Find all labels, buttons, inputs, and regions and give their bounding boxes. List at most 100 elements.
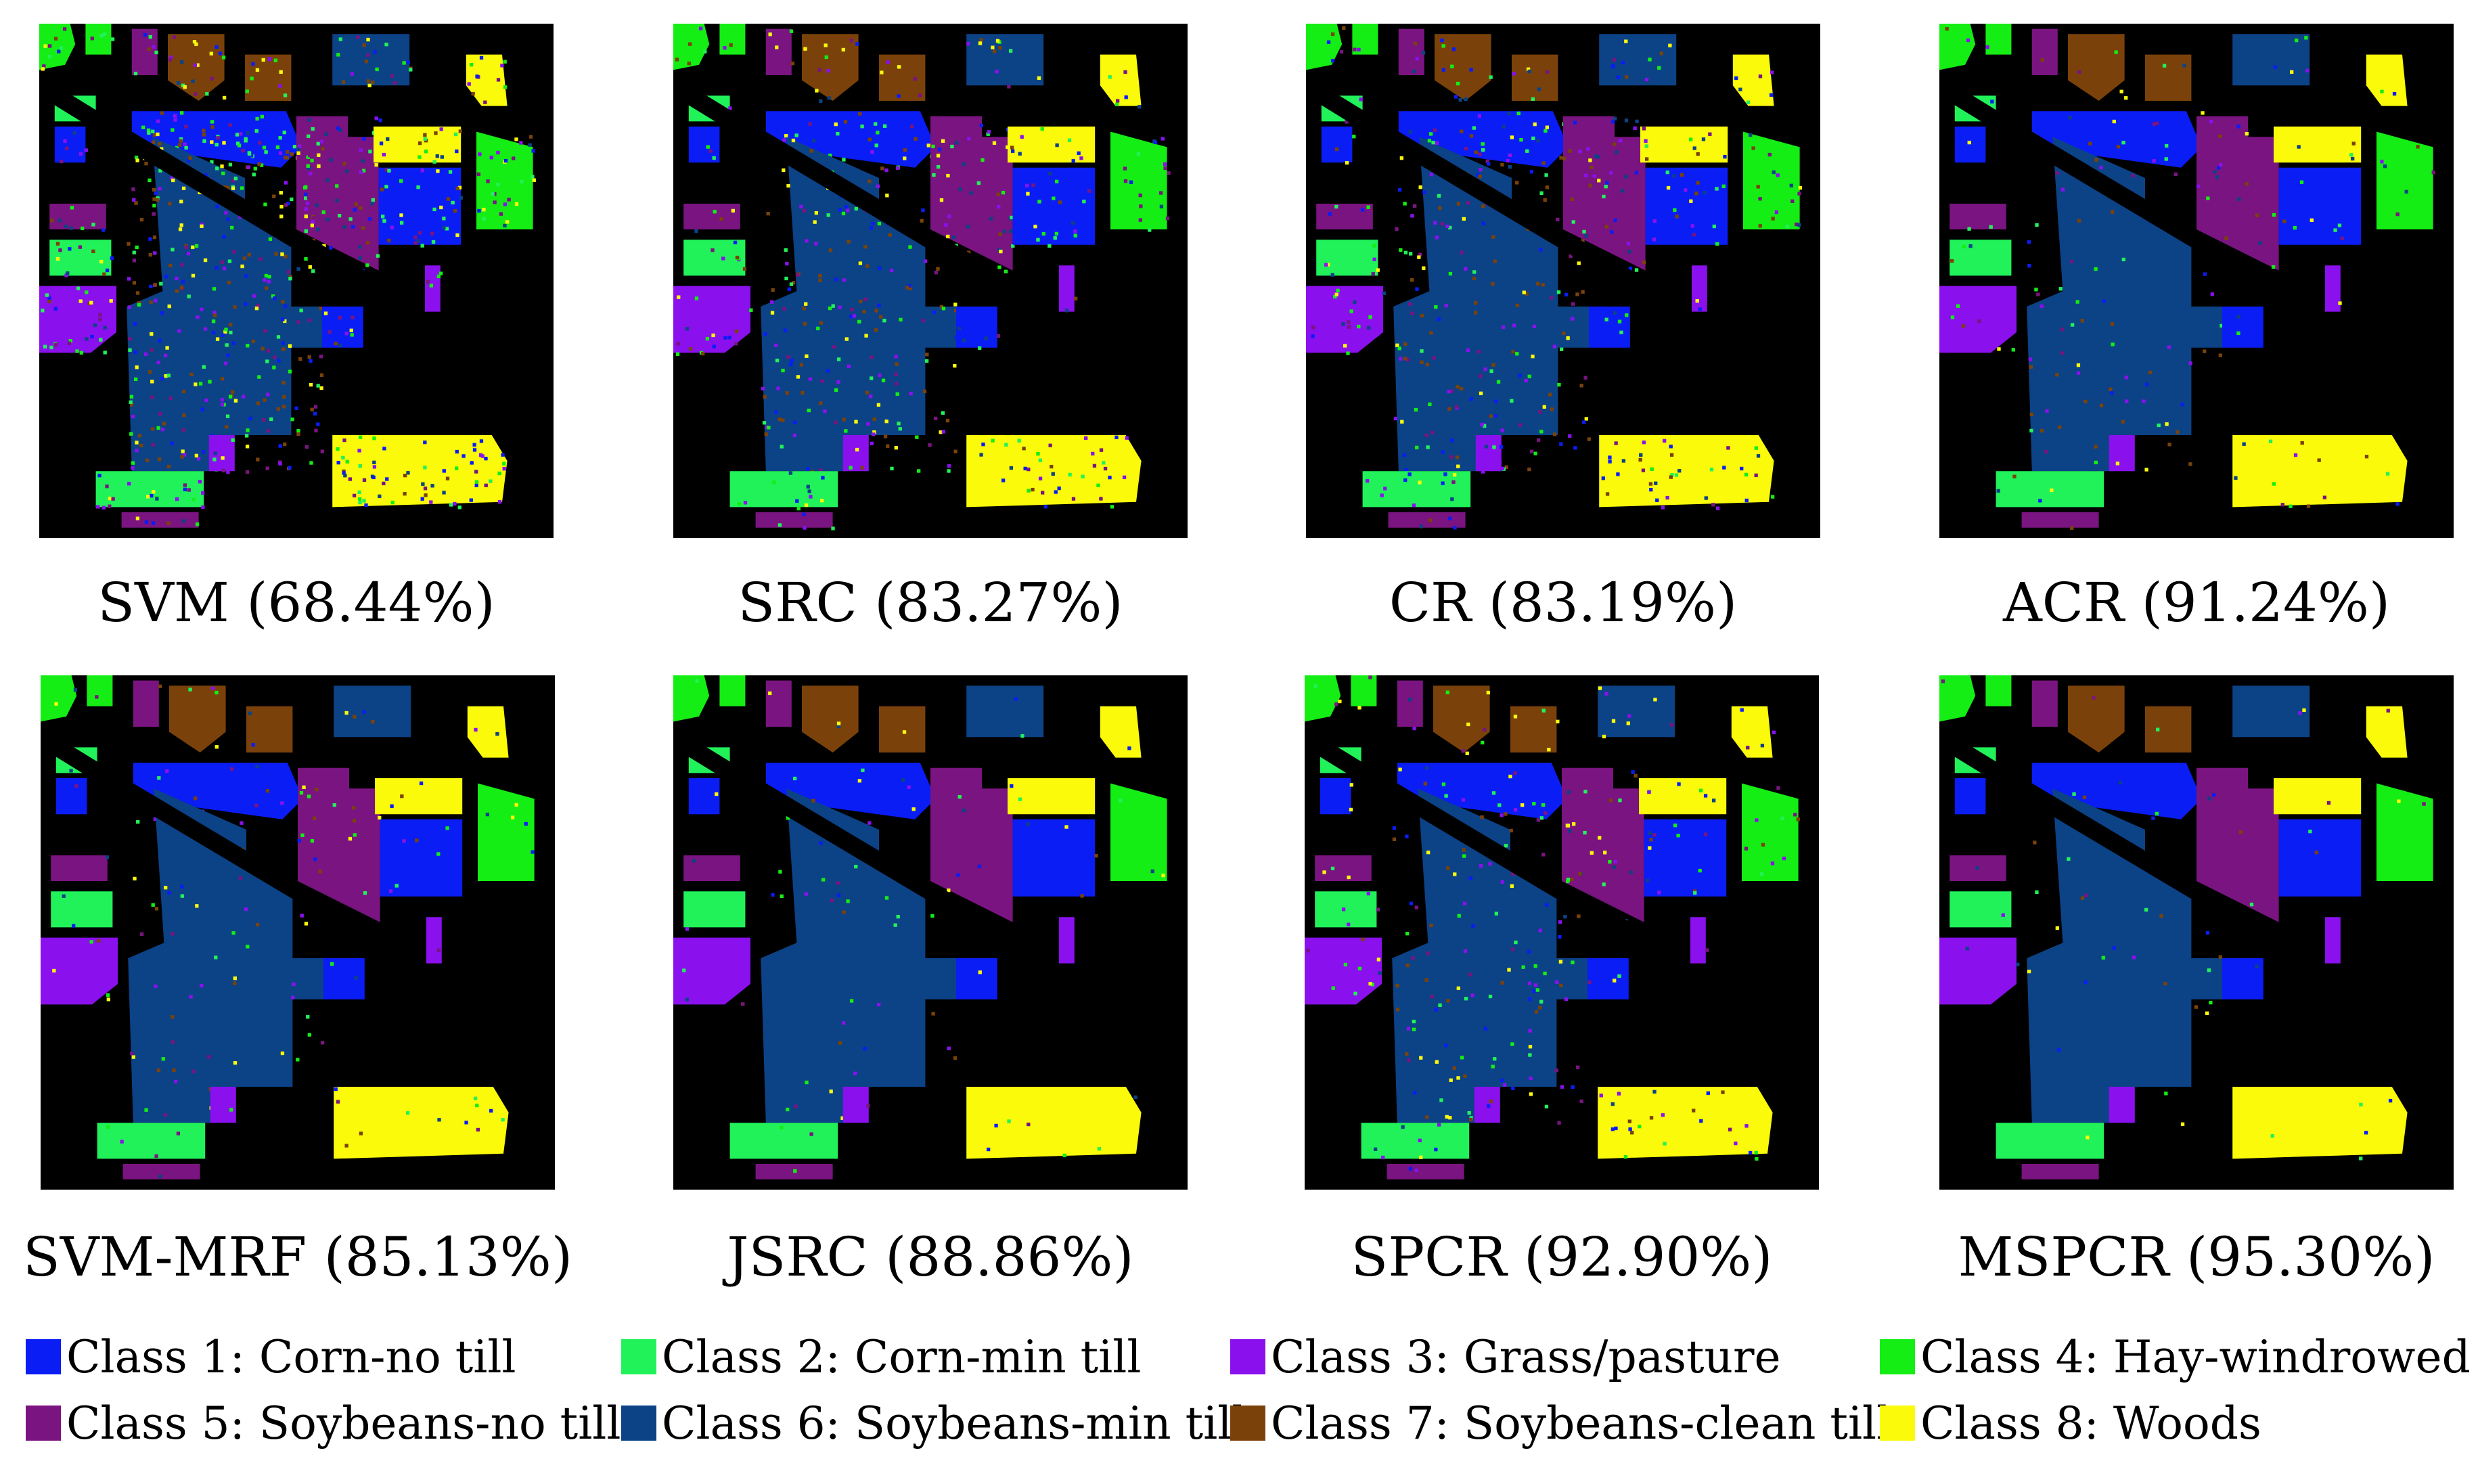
misclassified-pixel <box>1052 196 1056 200</box>
misclassified-pixel <box>497 471 501 476</box>
misclassified-pixel <box>2121 141 2125 145</box>
misclassified-pixel <box>2155 811 2159 816</box>
misclassified-pixel <box>218 51 223 55</box>
misclassified-pixel <box>698 26 703 30</box>
class-region <box>1598 685 1675 738</box>
misclassified-pixel <box>453 501 457 506</box>
misclassified-pixel <box>1545 903 1549 907</box>
misclassified-pixel <box>939 198 944 202</box>
legend-swatch <box>1230 1339 1265 1374</box>
misclassified-pixel <box>151 140 156 144</box>
misclassified-pixel <box>2237 197 2241 201</box>
misclassified-pixel <box>158 142 162 146</box>
misclassified-pixel <box>430 484 434 488</box>
misclassified-pixel <box>373 50 377 54</box>
misclassified-pixel <box>85 337 89 341</box>
misclassified-pixel <box>1602 734 1606 739</box>
misclassified-pixel <box>1449 1078 1453 1082</box>
misclassified-pixel <box>311 269 315 273</box>
misclassified-pixel <box>1621 60 1625 65</box>
misclassified-pixel <box>1605 492 1610 496</box>
misclassified-pixel <box>1567 173 1571 178</box>
misclassified-pixel <box>1395 343 1399 347</box>
misclassified-pixel <box>1426 951 1431 955</box>
misclassified-pixel <box>279 204 284 209</box>
misclassified-pixel <box>1708 132 1712 136</box>
misclassified-pixel <box>59 46 64 50</box>
misclassified-pixel <box>1749 1150 1753 1155</box>
misclassified-pixel <box>272 365 276 369</box>
misclassified-pixel <box>1758 224 1762 228</box>
misclassified-pixel <box>273 355 277 359</box>
misclassified-pixel <box>841 1021 846 1025</box>
misclassified-pixel <box>1311 334 1315 338</box>
misclassified-pixel <box>365 241 370 245</box>
misclassified-pixel <box>1481 148 1485 152</box>
misclassified-pixel <box>210 160 214 164</box>
misclassified-pixel <box>1669 723 1673 727</box>
misclassified-pixel <box>962 808 966 813</box>
class-region <box>956 958 997 999</box>
class-region <box>1950 204 2006 229</box>
misclassified-pixel <box>939 430 943 434</box>
misclassified-pixel <box>1649 487 1653 492</box>
misclassified-pixel <box>442 217 446 221</box>
misclassified-pixel <box>1062 1153 1066 1158</box>
class-region <box>1939 24 1976 70</box>
misclassified-pixel <box>204 398 208 403</box>
misclassified-pixel <box>200 307 204 311</box>
misclassified-pixel <box>2124 96 2128 100</box>
misclassified-pixel <box>351 225 355 229</box>
misclassified-pixel <box>81 226 85 231</box>
misclassified-pixel <box>1433 221 1437 225</box>
misclassified-pixel <box>1509 828 1513 833</box>
misclassified-pixel <box>2272 212 2276 217</box>
misclassified-pixel <box>1677 782 1681 786</box>
misclassified-pixel <box>1661 1113 1665 1117</box>
misclassified-pixel <box>969 191 973 195</box>
misclassified-pixel <box>1675 215 1679 219</box>
misclassified-pixel <box>89 300 93 305</box>
misclassified-pixel <box>181 279 185 284</box>
misclassified-pixel <box>874 328 878 332</box>
misclassified-pixel <box>1552 344 1557 348</box>
misclassified-pixel <box>1412 1019 1416 1024</box>
misclassified-pixel <box>977 864 982 869</box>
misclassified-pixel <box>502 462 506 466</box>
misclassified-pixel <box>361 226 365 230</box>
misclassified-pixel <box>947 464 951 468</box>
misclassified-pixel <box>1525 292 1529 296</box>
misclassified-pixel <box>1040 127 1044 131</box>
misclassified-pixel <box>402 839 406 843</box>
misclassified-pixel <box>860 466 864 470</box>
misclassified-pixel <box>102 32 107 37</box>
misclassified-pixel <box>996 334 1001 338</box>
misclassified-pixel <box>1603 851 1607 855</box>
misclassified-pixel <box>894 382 899 386</box>
misclassified-pixel <box>154 191 158 196</box>
misclassified-pixel <box>106 993 110 997</box>
misclassified-pixel <box>932 310 937 315</box>
misclassified-pixel <box>2322 495 2327 499</box>
misclassified-pixel <box>1566 879 1570 884</box>
misclassified-pixel <box>68 247 72 251</box>
misclassified-pixel <box>152 45 156 49</box>
misclassified-pixel <box>151 903 155 907</box>
misclassified-pixel <box>1001 478 1006 482</box>
misclassified-pixel <box>45 293 49 297</box>
misclassified-pixel <box>384 43 388 47</box>
misclassified-pixel <box>156 426 160 430</box>
misclassified-pixel <box>148 35 152 39</box>
misclassified-pixel <box>1163 166 1167 171</box>
misclassified-pixel <box>336 1100 340 1104</box>
misclassified-pixel <box>344 169 349 173</box>
misclassified-pixel <box>1496 380 1501 384</box>
misclassified-pixel <box>202 133 206 137</box>
misclassified-pixel <box>371 81 375 85</box>
misclassified-pixel <box>1543 971 1547 976</box>
misclassified-pixel <box>2213 170 2217 174</box>
misclassified-pixel <box>274 252 278 256</box>
misclassified-pixel <box>907 284 911 288</box>
misclassified-pixel <box>148 178 152 183</box>
panel-caption-svm-mrf: SVM-MRF (85.13%) <box>22 1226 573 1288</box>
